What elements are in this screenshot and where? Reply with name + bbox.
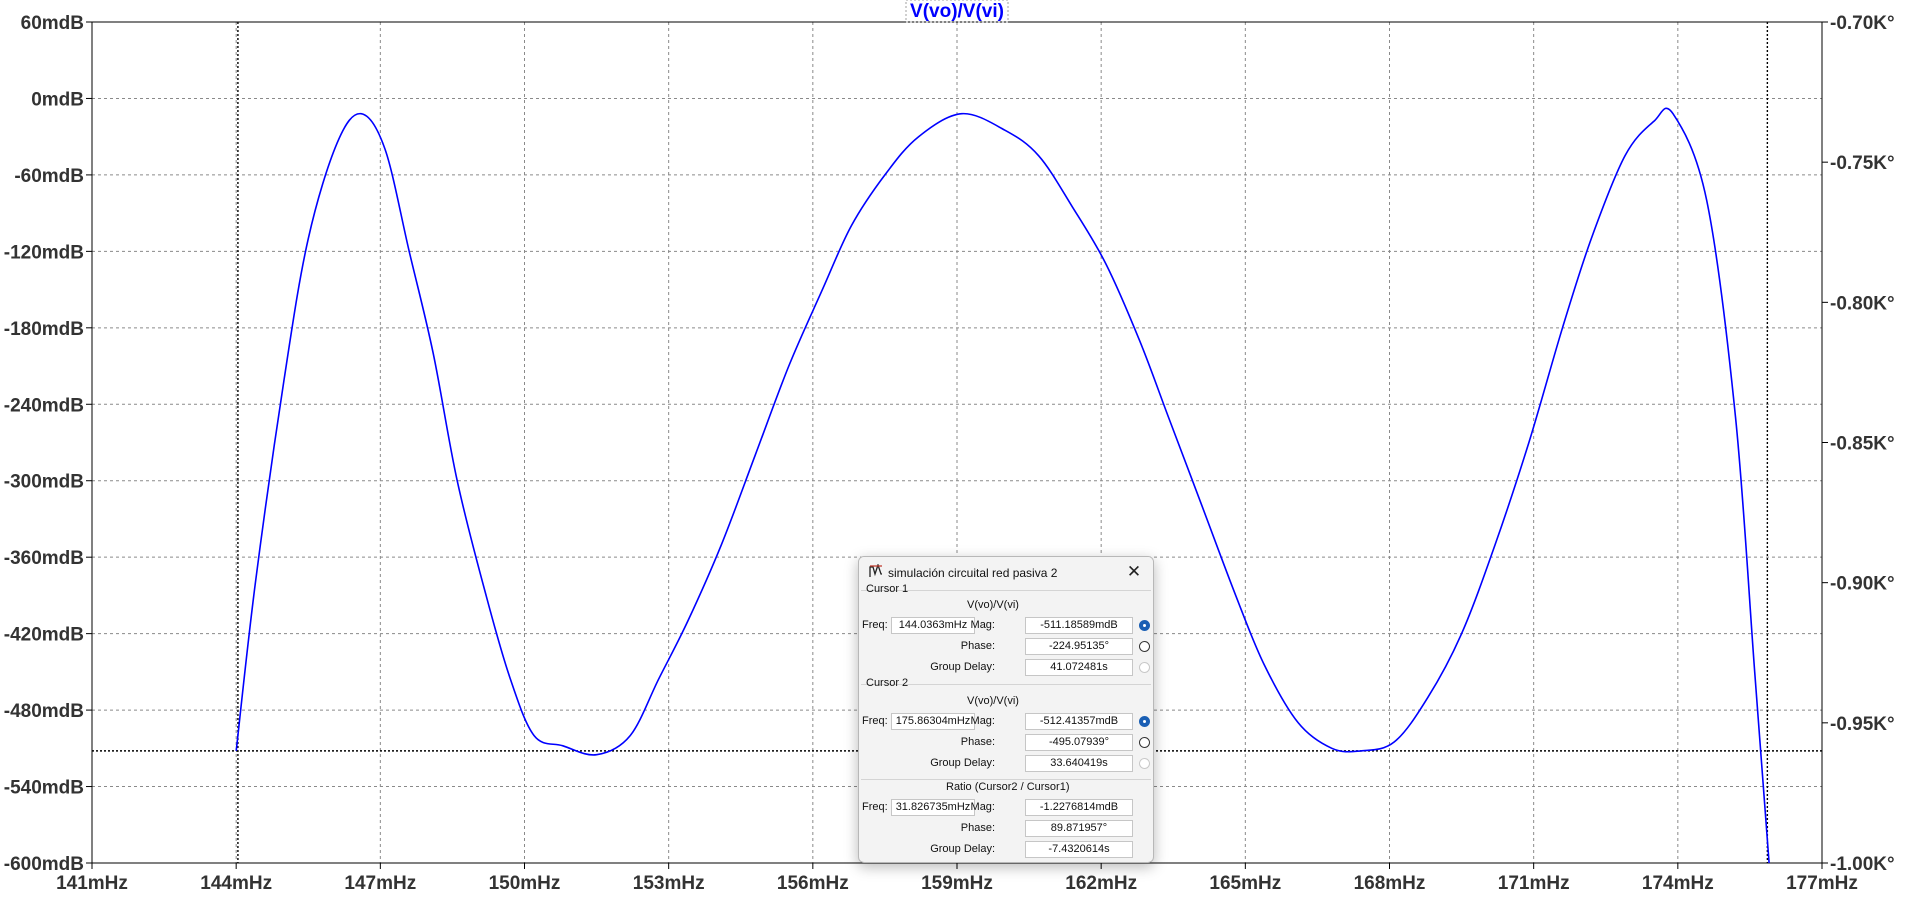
separator xyxy=(861,590,1151,591)
ratio-group-delay-field[interactable]: -7.4320614s xyxy=(1025,841,1133,858)
cursor1-freq-field[interactable]: 144.0363mHz xyxy=(891,617,975,634)
y-left-tick-label: -180mdB xyxy=(4,319,84,340)
x-tick-label: 141mHz xyxy=(56,873,128,894)
ratio-freq-label: Freq: xyxy=(862,801,888,813)
cursor1-label: Cursor 1 xyxy=(866,583,909,595)
x-tick-label: 156mHz xyxy=(777,873,849,894)
plot-title[interactable]: V(vo)/V(vi) xyxy=(910,1,1004,22)
y-left-tick-label: -60mdB xyxy=(14,166,84,187)
y-left-tick-label: -360mdB xyxy=(4,548,84,569)
cursor2-phase-radio[interactable] xyxy=(1139,737,1150,748)
separator xyxy=(861,684,1151,685)
y-right-tick-label: -0.75K° xyxy=(1830,153,1895,174)
cursor1-mag-label: Mag: xyxy=(970,619,995,631)
cursor1-freq-label: Freq: xyxy=(862,619,888,631)
ratio-phase-field[interactable]: 89.871957° xyxy=(1025,820,1133,837)
x-tick-label: 174mHz xyxy=(1642,873,1714,894)
y-left-tick-label: -540mdB xyxy=(4,778,84,799)
cursor2-group-delay-field[interactable]: 33.640419s xyxy=(1025,755,1133,772)
separator xyxy=(861,779,1151,780)
x-tick-label: 162mHz xyxy=(1065,873,1137,894)
cursor2-phase-field[interactable]: -495.07939° xyxy=(1025,734,1133,751)
x-tick-label: 150mHz xyxy=(489,873,561,894)
x-tick-label: 147mHz xyxy=(344,873,416,894)
cursor2-freq-field[interactable]: 175.86304mHz xyxy=(891,713,975,730)
y-left-tick-label: 0mdB xyxy=(31,89,84,110)
right-axis-ticks: -0.70K° -0.75K° -0.80K° -0.85K° -0.90K° -0.95… xyxy=(1822,13,1895,875)
dialog-titlebar[interactable]: simulación circuital red pasiva 2 ✕ xyxy=(859,557,1153,587)
y-left-tick-label: -480mdB xyxy=(4,701,84,722)
y-left-tick-label: 60mdB xyxy=(21,13,84,34)
cursor2-label: Cursor 2 xyxy=(866,677,909,689)
y-left-tick-label: -600mdB xyxy=(4,854,84,875)
cursor2-freq-label: Freq: xyxy=(862,715,888,727)
cursor1-mag-radio[interactable] xyxy=(1139,620,1150,631)
cursor1-phase-label: Phase: xyxy=(960,640,995,652)
x-tick-label: 159mHz xyxy=(921,873,993,894)
ratio-phase-label: Phase: xyxy=(960,822,995,834)
y-right-tick-label: -0.90K° xyxy=(1830,574,1895,595)
cursor1-group-delay-field[interactable]: 41.072481s xyxy=(1025,659,1133,676)
close-icon[interactable]: ✕ xyxy=(1126,562,1142,581)
x-axis-ticks: 141mHz 144mHz 147mHz 150mHz 153mHz 156mHz 159m… xyxy=(56,863,1858,894)
y-left-tick-label: -120mdB xyxy=(4,242,84,263)
cursor2-phase-label: Phase: xyxy=(960,736,995,748)
x-tick-label: 165mHz xyxy=(1209,873,1281,894)
ltspice-app-icon xyxy=(869,564,882,577)
left-axis-ticks: 60mdB 0mdB -60mdB -120mdB -180mdB -240mdB -300… xyxy=(4,13,92,875)
x-tick-label: 171mHz xyxy=(1498,873,1570,894)
plot-title-box xyxy=(905,0,1009,23)
x-tick-label: 177mHz xyxy=(1786,873,1858,894)
cursor1-mag-field[interactable]: -511.18589mdB xyxy=(1025,617,1133,634)
y-left-tick-label: -300mdB xyxy=(4,472,84,493)
y-right-tick-label: -0.95K° xyxy=(1830,714,1895,735)
ratio-group-delay-label: Group Delay: xyxy=(930,843,995,855)
y-right-tick-label: -1.00K° xyxy=(1830,854,1895,875)
cursor-dialog[interactable]: simulación circuital red pasiva 2 ✕ Curs… xyxy=(858,556,1154,863)
ratio-mag-label: Mag: xyxy=(970,801,995,813)
y-right-tick-label: -0.70K° xyxy=(1830,13,1895,34)
cursor2-gd-radio[interactable] xyxy=(1139,758,1150,769)
ratio-label: Ratio (Cursor2 / Cursor1) xyxy=(946,781,1070,793)
x-tick-label: 168mHz xyxy=(1354,873,1426,894)
dialog-title: simulación circuital red pasiva 2 xyxy=(888,566,1058,580)
cursor2-mag-field[interactable]: -512.41357mdB xyxy=(1025,713,1133,730)
cursor2-group-delay-label: Group Delay: xyxy=(930,757,995,769)
ratio-mag-field[interactable]: -1.2276814mdB xyxy=(1025,799,1133,816)
y-left-tick-label: -240mdB xyxy=(4,395,84,416)
x-tick-label: 144mHz xyxy=(200,873,272,894)
cursor1-group-delay-label: Group Delay: xyxy=(930,661,995,673)
y-right-tick-label: -0.80K° xyxy=(1830,293,1895,314)
cursor2-trace-label: V(vo)/V(vi) xyxy=(967,695,1019,707)
trace-vo-over-vi xyxy=(235,107,1770,864)
x-tick-label: 153mHz xyxy=(633,873,705,894)
cursor1-phase-field[interactable]: -224.95135° xyxy=(1025,638,1133,655)
cursor1-gd-radio[interactable] xyxy=(1139,662,1150,673)
ratio-freq-field[interactable]: 31.826735mHz xyxy=(891,799,975,816)
cursor2-mag-radio[interactable] xyxy=(1139,716,1150,727)
y-right-tick-label: -0.85K° xyxy=(1830,434,1895,455)
cursor1-trace-label: V(vo)/V(vi) xyxy=(967,599,1019,611)
cursor2-mag-label: Mag: xyxy=(970,715,995,727)
y-left-tick-label: -420mdB xyxy=(4,625,84,646)
cursor1-phase-radio[interactable] xyxy=(1139,641,1150,652)
